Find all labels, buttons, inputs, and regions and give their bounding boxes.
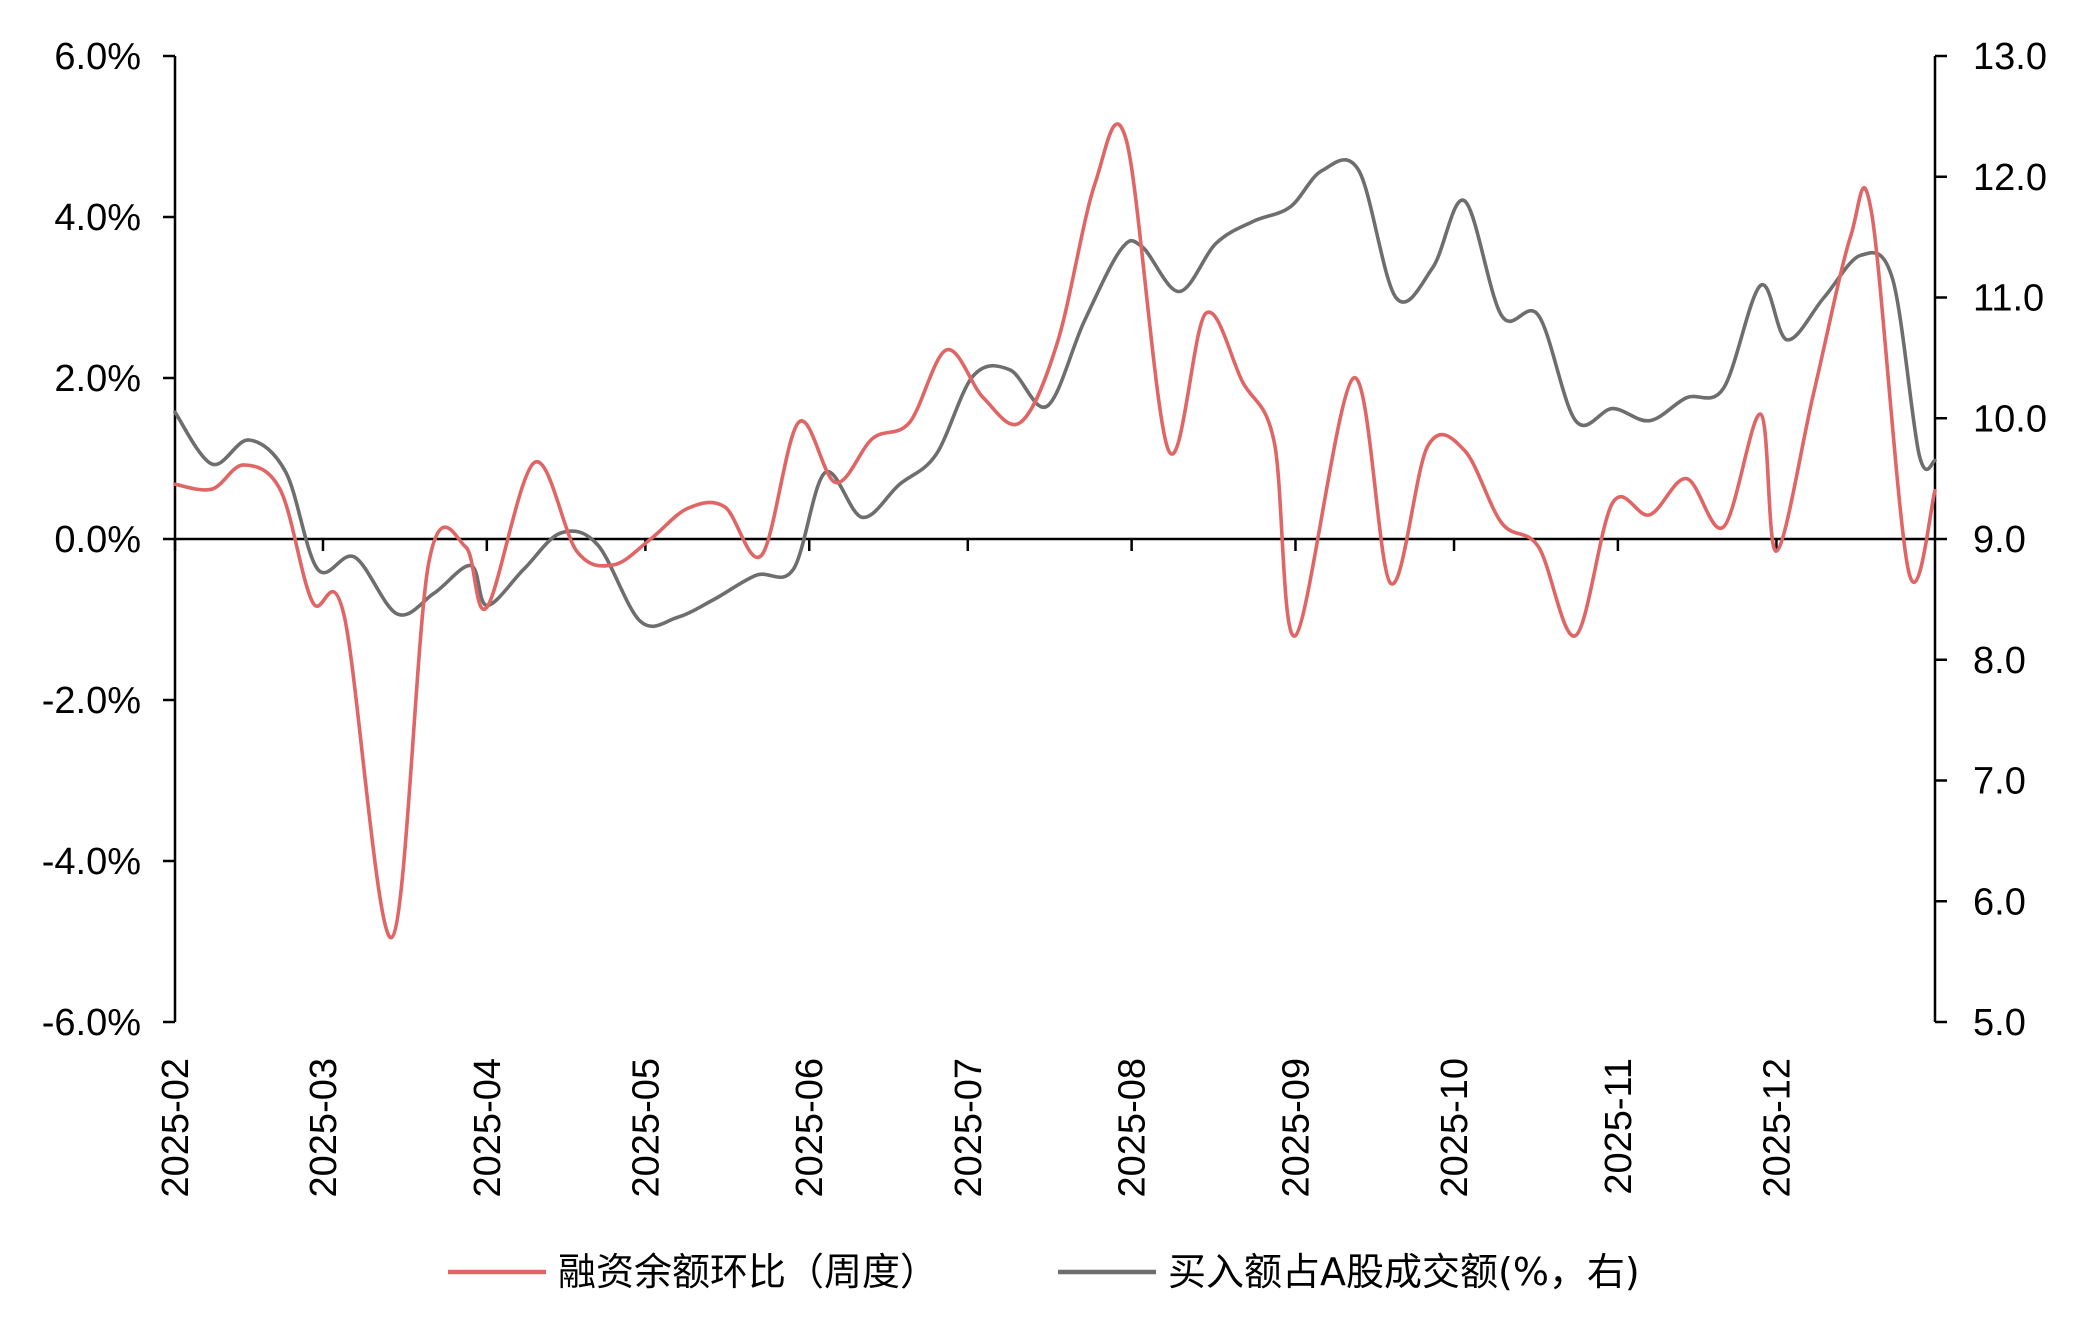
y-left-tick-label: -4.0% (42, 841, 141, 883)
x-tick-label: 2025-06 (789, 1058, 831, 1197)
x-tick-label: 2025-05 (625, 1058, 667, 1197)
x-tick-label: 2025-04 (467, 1058, 509, 1197)
x-axis: 2025-02 2025-03 2025-04 2025-05 2025-06 2025-… (155, 537, 1935, 1197)
legend-label: 融资余额环比（周度） (558, 1250, 938, 1294)
series-layer (173, 122, 1937, 940)
y-left-tick-label: 6.0% (54, 36, 141, 78)
x-tick-label: 2025-09 (1275, 1058, 1317, 1197)
y-right-tick-label: 6.0 (1973, 881, 2026, 923)
y-left-axis: -6.0% -4.0% -2.0% 0.0% 2.0% 4.0% 6.0% (42, 36, 177, 1044)
y-left-tick-label: -2.0% (42, 680, 141, 722)
y-left-tick-label: 4.0% (54, 197, 141, 239)
x-tick-label: 2025-11 (1598, 1058, 1640, 1195)
y-right-tick-label: 11.0 (1973, 278, 2044, 320)
y-right-tick-label: 5.0 (1973, 1002, 2026, 1044)
x-tick-label: 2025-03 (303, 1058, 345, 1197)
x-tick-label: 2025-12 (1756, 1058, 1798, 1197)
x-tick-label: 2025-10 (1434, 1058, 1476, 1197)
y-left-tick-label: -6.0% (42, 1002, 141, 1044)
y-right-axis: 5.0 6.0 7.0 8.0 9.0 10.0 11.0 12.0 13.0 (1933, 36, 2047, 1044)
series-line-left (173, 122, 1937, 940)
y-right-tick-label: 8.0 (1973, 640, 2026, 682)
y-right-tick-label: 9.0 (1973, 519, 2026, 561)
legend: 融资余额环比（周度） 买入额占A股成交额(%，右) (448, 1250, 1640, 1294)
x-tick-label: 2025-07 (948, 1058, 990, 1197)
legend-item: 融资余额环比（周度） (448, 1250, 938, 1294)
x-tick-label: 2025-02 (155, 1058, 197, 1197)
series-line-right (173, 158, 1937, 629)
y-left-tick-label: 0.0% (54, 519, 141, 561)
legend-item: 买入额占A股成交额(%，右) (1058, 1250, 1640, 1294)
y-right-tick-label: 13.0 (1973, 36, 2047, 78)
y-right-tick-label: 10.0 (1973, 398, 2047, 440)
y-right-tick-label: 12.0 (1973, 157, 2047, 199)
legend-label: 买入额占A股成交额(%，右) (1168, 1250, 1640, 1294)
y-left-tick-label: 2.0% (54, 358, 141, 400)
x-tick-label: 2025-08 (1112, 1058, 1154, 1197)
y-right-tick-label: 7.0 (1973, 761, 2026, 803)
